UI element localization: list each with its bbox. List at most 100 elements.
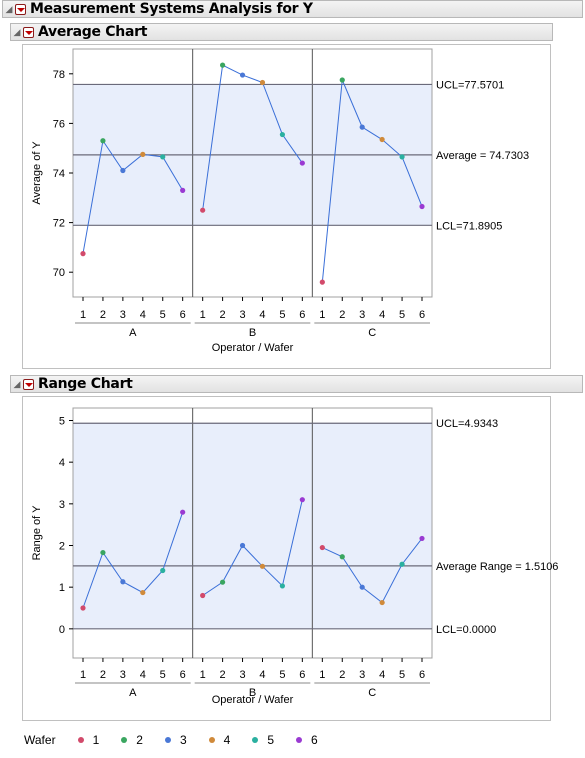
red-triangle-menu-icon[interactable] — [15, 3, 26, 15]
x-tick-label: 3 — [239, 309, 245, 321]
y-tick-label: 76 — [53, 118, 65, 130]
legend-item[interactable]: 1 — [77, 733, 99, 747]
red-triangle-menu-icon[interactable] — [23, 26, 34, 38]
legend-item[interactable]: 6 — [296, 733, 318, 747]
y-tick-label: 2 — [59, 541, 65, 553]
legend-marker — [164, 737, 171, 743]
x-tick-label: 2 — [339, 669, 345, 681]
limit-label: UCL=4.9343 — [436, 418, 498, 430]
x-tick-label: 2 — [100, 309, 106, 321]
legend-title: Wafer — [24, 733, 56, 747]
x-tick-label: 5 — [279, 669, 285, 681]
data-point — [220, 579, 226, 585]
legend-marker — [77, 737, 84, 743]
red-triangle-menu-icon[interactable] — [23, 378, 34, 390]
x-axis-label: Operator / Wafer — [212, 694, 294, 706]
x-tick-label: 5 — [160, 669, 166, 681]
x-axis-label: Operator / Wafer — [212, 342, 294, 354]
legend-marker — [208, 737, 215, 743]
series-line — [321, 79, 423, 283]
legend-marker — [121, 737, 128, 743]
y-tick-label: 0 — [59, 624, 65, 636]
y-tick-label: 78 — [53, 69, 65, 81]
x-tick-label: 4 — [379, 669, 385, 681]
wafer-legend: Wafer 1 2 3 4 5 6 — [24, 733, 318, 747]
legend-label: 6 — [311, 733, 318, 747]
legend-item[interactable]: 2 — [121, 733, 143, 747]
collapse-triangle-icon[interactable]: ◢ — [13, 378, 21, 389]
data-point — [80, 605, 86, 611]
x-tick-label: 4 — [259, 669, 265, 681]
x-tick-label: 5 — [399, 309, 405, 321]
operator-label: C — [368, 687, 376, 699]
x-tick-label: 5 — [160, 309, 166, 321]
data-point — [319, 279, 325, 285]
data-point — [200, 592, 206, 599]
x-tick-label: 4 — [140, 669, 146, 681]
collapse-triangle-icon[interactable]: ◢ — [13, 26, 21, 37]
data-point — [239, 72, 246, 78]
legend-label: 4 — [223, 733, 231, 747]
x-tick-label: 1 — [319, 309, 325, 321]
y-tick-label: 1 — [59, 582, 65, 594]
data-point — [259, 79, 266, 86]
operator-label: B — [249, 327, 256, 339]
x-tick-label: 5 — [399, 669, 405, 681]
x-tick-label: 1 — [80, 669, 86, 681]
x-tick-label: 3 — [359, 309, 365, 321]
legend-item[interactable]: 5 — [252, 733, 274, 747]
x-tick-label: 2 — [339, 309, 345, 321]
report-header: ◢ Measurement Systems Analysis for Y — [2, 0, 583, 18]
data-point — [379, 136, 385, 143]
x-tick-label: 6 — [299, 309, 305, 321]
data-point — [120, 167, 126, 174]
x-tick-label: 2 — [100, 669, 106, 681]
x-tick-label: 6 — [180, 309, 186, 321]
operator-label: A — [129, 327, 137, 339]
x-tick-label: 6 — [299, 669, 305, 681]
series-line — [322, 538, 423, 604]
data-point — [120, 579, 126, 585]
series-line — [82, 139, 184, 254]
x-tick-label: 6 — [419, 669, 425, 681]
y-axis-label: Range of Y — [31, 505, 43, 561]
legend-label: 3 — [179, 733, 187, 747]
legend-item[interactable]: 4 — [208, 733, 231, 747]
data-point — [339, 554, 345, 560]
x-tick-label: 4 — [259, 309, 265, 321]
collapse-triangle-icon[interactable]: ◢ — [5, 3, 13, 14]
operator-label: C — [368, 327, 376, 339]
data-point — [419, 203, 425, 210]
limit-label: LCL=71.8905 — [436, 220, 502, 232]
x-tick-label: 3 — [120, 309, 126, 321]
x-tick-label: 5 — [279, 309, 285, 321]
y-axis-label: Average of Y — [31, 141, 43, 205]
x-tick-label: 1 — [200, 669, 206, 681]
plot-frame — [72, 407, 433, 659]
data-point — [299, 160, 305, 166]
data-point — [399, 561, 405, 567]
average-chart-header: ◢ Average Chart — [10, 23, 553, 41]
data-point — [239, 542, 246, 549]
series-line — [202, 499, 303, 596]
data-point — [180, 509, 186, 515]
x-tick-label: 2 — [220, 669, 226, 681]
legend-label: 5 — [267, 733, 274, 747]
legend-label: 2 — [136, 733, 143, 747]
data-point — [379, 599, 385, 606]
legend-marker — [296, 737, 302, 743]
x-tick-label: 1 — [80, 309, 86, 321]
x-tick-label: 6 — [180, 669, 186, 681]
limit-label: UCL=77.5701 — [436, 79, 504, 91]
data-point — [279, 583, 285, 589]
data-point — [220, 62, 226, 68]
x-tick-label: 6 — [419, 309, 425, 321]
legend-item[interactable]: 3 — [164, 733, 187, 747]
operator-label: B — [249, 687, 256, 699]
series-line — [82, 512, 184, 609]
x-tick-label: 4 — [379, 309, 385, 321]
data-point — [100, 549, 106, 556]
average-chart-title: Average Chart — [38, 24, 148, 40]
data-point — [80, 251, 86, 257]
legend-marker — [252, 737, 259, 743]
